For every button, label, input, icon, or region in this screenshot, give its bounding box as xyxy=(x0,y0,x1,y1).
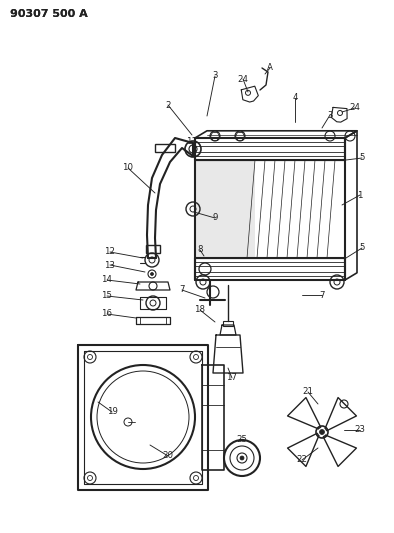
Text: 90307 500 A: 90307 500 A xyxy=(10,9,88,19)
Text: 16: 16 xyxy=(102,310,113,319)
Bar xyxy=(155,144,175,152)
Text: 7: 7 xyxy=(319,290,325,300)
Circle shape xyxy=(151,272,154,276)
Text: 17: 17 xyxy=(227,374,238,383)
Text: 21: 21 xyxy=(303,387,314,397)
Text: 25: 25 xyxy=(236,435,247,445)
Text: 7: 7 xyxy=(179,286,185,295)
Circle shape xyxy=(240,456,244,460)
Text: 18: 18 xyxy=(195,305,206,314)
Text: 3: 3 xyxy=(327,110,333,119)
Text: A: A xyxy=(267,63,273,72)
Text: 9: 9 xyxy=(212,214,218,222)
Text: 24: 24 xyxy=(349,103,361,112)
Text: 14: 14 xyxy=(102,276,113,285)
Text: 3: 3 xyxy=(212,71,218,80)
Text: 2: 2 xyxy=(165,101,171,109)
Text: 12: 12 xyxy=(104,247,115,256)
Text: 23: 23 xyxy=(355,425,366,434)
Text: 22: 22 xyxy=(297,456,307,464)
Text: 13: 13 xyxy=(104,261,115,270)
Text: 90307 500 A: 90307 500 A xyxy=(10,9,88,19)
Text: 11: 11 xyxy=(186,138,197,147)
Text: 8: 8 xyxy=(197,246,203,254)
Bar xyxy=(195,160,255,258)
Text: 1: 1 xyxy=(357,190,363,199)
Text: 19: 19 xyxy=(106,408,117,416)
Text: 20: 20 xyxy=(162,451,173,461)
Bar xyxy=(223,321,233,326)
Text: 24: 24 xyxy=(238,75,249,84)
Text: 4: 4 xyxy=(292,93,298,102)
Bar xyxy=(146,245,160,253)
Text: 15: 15 xyxy=(102,292,113,301)
Text: 5: 5 xyxy=(359,244,365,253)
Circle shape xyxy=(320,430,325,434)
Text: 10: 10 xyxy=(123,164,134,173)
Text: 5: 5 xyxy=(359,154,365,163)
